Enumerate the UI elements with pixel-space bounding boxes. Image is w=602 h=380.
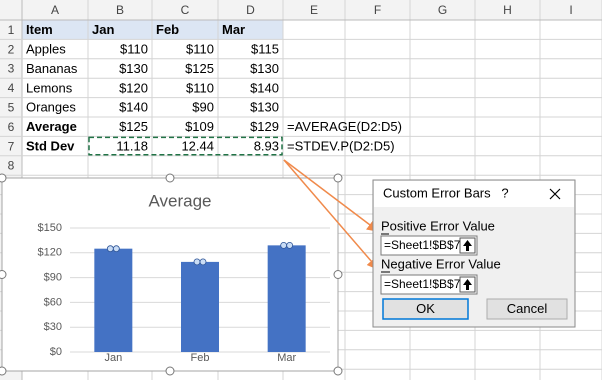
cell: Std Dev — [26, 139, 75, 154]
cell: $129 — [250, 119, 279, 134]
column-header: I — [569, 3, 572, 17]
cell: =STDEV.P(D2:D5) — [287, 139, 395, 154]
bar — [267, 245, 306, 352]
ok-label[interactable]: OK — [416, 301, 435, 316]
resize-handle — [333, 366, 343, 376]
cell: 12.44 — [181, 139, 214, 154]
selection-dot — [280, 241, 288, 249]
row-header: 8 — [8, 159, 15, 173]
dialog: Custom Error Bars ? Positive Error Value… — [372, 179, 576, 328]
column-header: C — [181, 3, 190, 17]
cell: =AVERAGE(D2:D5) — [287, 119, 402, 134]
cell: Feb — [156, 22, 179, 37]
column-header: B — [116, 3, 124, 17]
resize-handle — [333, 270, 343, 279]
ok-button[interactable] — [382, 298, 469, 320]
cancel-button[interactable] — [486, 298, 568, 320]
resize-handle — [0, 173, 7, 183]
row-header: 3 — [8, 62, 15, 76]
copy-marquee — [88, 136, 283, 156]
column-header: D — [246, 3, 255, 17]
x-tick-label: Mar — [277, 352, 296, 364]
cell: 8.93 — [254, 139, 279, 154]
cell: Jan — [92, 22, 114, 37]
negative-value[interactable]: =Sheet1!$B$7: — [384, 277, 464, 291]
y-tick-label: $90 — [44, 272, 62, 284]
range-icon — [463, 279, 472, 290]
positive-value[interactable]: =Sheet1!$B$7: — [384, 238, 464, 252]
cell: $115 — [251, 42, 279, 57]
cell: Oranges — [26, 100, 76, 115]
row-header: 1 — [8, 23, 15, 37]
cell: $140 — [250, 80, 279, 95]
cell: Apples — [26, 42, 66, 57]
cell: Item — [26, 22, 53, 37]
resize-handle — [0, 270, 7, 279]
resize-handle — [0, 366, 7, 376]
cell: $140 — [119, 100, 148, 115]
resize-handle — [165, 366, 175, 376]
positive-label: Positive Error Value — [381, 218, 495, 233]
bar — [94, 248, 133, 352]
cell: $125 — [185, 61, 214, 76]
cell: $130 — [119, 61, 148, 76]
negative-input[interactable] — [380, 274, 478, 295]
row-header: 5 — [8, 100, 15, 114]
row-header: 6 — [8, 120, 15, 134]
resize-handle — [333, 173, 343, 183]
cell: $130 — [250, 100, 279, 115]
dialog-title: Custom Error Bars — [383, 185, 491, 200]
column-header: G — [438, 3, 447, 17]
column-header: E — [310, 3, 318, 17]
range-icon — [463, 240, 472, 251]
selection-dot — [286, 241, 294, 249]
column-header: H — [503, 3, 512, 17]
cell: Average — [26, 119, 77, 134]
column-header: F — [374, 3, 381, 17]
negative-label: Negative Error Value — [381, 256, 501, 271]
arrow — [283, 159, 379, 271]
y-tick-label: $60 — [44, 296, 62, 308]
cell: $110 — [186, 80, 214, 95]
cell: Lemons — [26, 80, 73, 95]
dialog-titlebar — [374, 181, 574, 207]
cell: $109 — [185, 119, 214, 134]
cell: Bananas — [26, 61, 78, 76]
cell: $130 — [250, 61, 279, 76]
row-header: 7 — [8, 139, 15, 153]
y-tick-label: $0 — [50, 346, 62, 358]
x-tick-label: Jan — [104, 352, 122, 364]
row-header: 2 — [8, 42, 15, 56]
cell: 11.18 — [116, 139, 148, 154]
column-header: A — [51, 3, 59, 17]
cell: $110 — [186, 42, 214, 57]
cell: $125 — [119, 119, 148, 134]
chart-title: Average — [148, 191, 211, 210]
cell: $90 — [192, 100, 214, 115]
y-tick-label: $120 — [38, 247, 62, 259]
cell: $110 — [120, 42, 148, 57]
cell: Mar — [222, 22, 245, 37]
selection-dot — [199, 258, 207, 266]
x-tick-label: Feb — [191, 352, 210, 364]
selection-dot — [112, 245, 120, 253]
col-header-bg — [0, 0, 602, 20]
bar — [181, 261, 219, 352]
cell: $120 — [119, 80, 148, 95]
positive-input[interactable] — [380, 235, 478, 256]
row-header: 4 — [8, 81, 15, 95]
resize-handle — [165, 173, 175, 183]
arrow — [283, 159, 380, 232]
help-button[interactable]: ? — [501, 185, 508, 200]
selection-dot — [193, 258, 201, 266]
y-tick-label: $30 — [44, 321, 62, 333]
y-tick-label: $150 — [38, 222, 62, 234]
close-button[interactable] — [549, 188, 561, 200]
selection-dot — [106, 245, 114, 253]
cancel-label[interactable]: Cancel — [507, 301, 548, 316]
